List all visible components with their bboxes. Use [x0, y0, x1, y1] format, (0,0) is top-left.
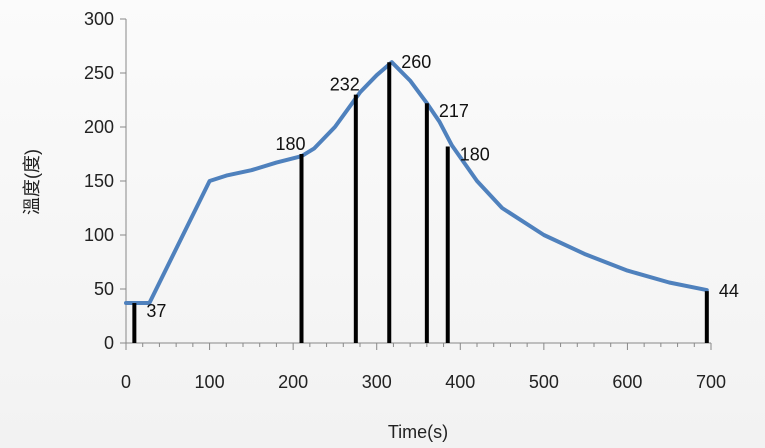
y-tick-label: 0	[104, 333, 114, 353]
x-tick-label: 0	[121, 372, 131, 392]
marker-layer	[132, 62, 709, 343]
x-tick-label: 700	[696, 372, 726, 392]
series-line-0	[124, 60, 709, 305]
x-tick-label: 500	[529, 372, 559, 392]
y-tick-label: 100	[84, 225, 114, 245]
x-tick-label: 600	[612, 372, 642, 392]
x-tick-label: 200	[278, 372, 308, 392]
y-tick-label: 50	[94, 279, 114, 299]
y-tick-label: 300	[84, 9, 114, 29]
data-label: 260	[401, 52, 431, 72]
x-tick-label: 100	[195, 372, 225, 392]
y-tick-label: 150	[84, 171, 114, 191]
x-tick-label: 300	[362, 372, 392, 392]
data-label: 232	[330, 75, 360, 95]
axes: 0 50 100 150 200 250 300 0 100 200 300 400 500 600 700	[84, 9, 726, 392]
y-tick-label: 250	[84, 63, 114, 83]
data-label: 180	[275, 134, 305, 154]
series-layer	[124, 60, 709, 305]
data-label: 44	[719, 281, 739, 301]
data-label: 37	[146, 301, 166, 321]
x-tick-label: 400	[445, 372, 475, 392]
y-tick-label: 200	[84, 117, 114, 137]
data-label: 217	[439, 101, 469, 121]
data-label: 180	[460, 144, 490, 164]
y-axis-title: 溫度(度)	[22, 149, 42, 215]
x-axis-title: Time(s)	[388, 422, 448, 442]
label-layer: 37 180 232 260 217 180 44	[146, 52, 738, 321]
